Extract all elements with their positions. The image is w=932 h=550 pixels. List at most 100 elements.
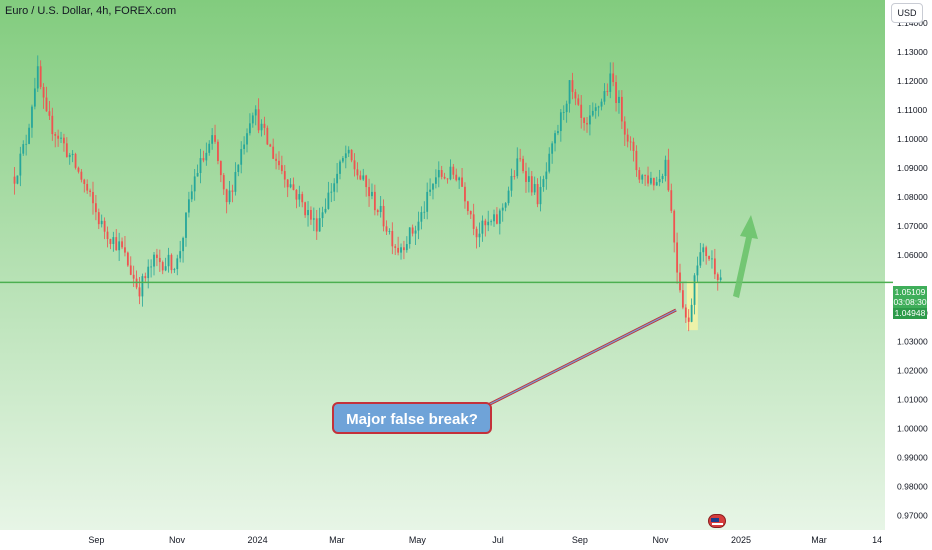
candle-body xyxy=(417,221,420,231)
candle-body xyxy=(394,246,397,248)
candle-body xyxy=(333,183,336,192)
candle-body xyxy=(481,220,484,234)
candle-body xyxy=(557,131,559,134)
candle-body xyxy=(388,231,391,232)
last-price-tag: 1.05109 03:08:30 xyxy=(893,286,927,308)
currency-button[interactable]: USD xyxy=(891,3,923,23)
price-tick-label: 0.99000 xyxy=(897,453,928,463)
candle-body xyxy=(577,98,580,105)
time-axis[interactable]: Sep Nov 2024 Mar May Jul Sep Nov 2025 Mar 14 xyxy=(88,535,882,545)
candle-body xyxy=(275,158,277,161)
candle-body xyxy=(310,209,312,220)
candle-body xyxy=(170,254,173,271)
price-tick-label: 1.01000 xyxy=(897,395,928,405)
candle-body xyxy=(496,214,498,224)
candle-body xyxy=(249,123,251,134)
price-tick-label: 1.02000 xyxy=(897,366,928,376)
price-tick-label: 1.03000 xyxy=(897,337,928,347)
candle-body xyxy=(167,254,170,267)
time-tick-label: 2024 xyxy=(248,535,268,545)
candle-body xyxy=(94,203,97,213)
candle-body xyxy=(498,210,501,224)
candle-body xyxy=(391,231,394,247)
time-tick-label: Mar xyxy=(811,535,827,545)
candle-body xyxy=(225,189,228,203)
candle-body xyxy=(164,266,167,271)
time-tick-label: May xyxy=(409,535,427,545)
candle-body xyxy=(440,170,443,177)
candle-body xyxy=(414,230,417,234)
candle-body xyxy=(68,154,71,158)
candle-body xyxy=(568,80,571,104)
candle-body xyxy=(682,290,684,308)
candle-body xyxy=(650,177,652,184)
candle-body xyxy=(652,177,655,186)
candle-body xyxy=(379,205,382,213)
false-break-callout[interactable]: Major false break? xyxy=(332,402,492,434)
candle-body xyxy=(196,173,199,177)
candle-body xyxy=(469,211,472,215)
price-tick-label: 1.14000 xyxy=(897,18,928,28)
price-tick-label: 0.98000 xyxy=(897,482,928,492)
time-tick-label: Nov xyxy=(169,535,186,545)
candle-body xyxy=(161,262,164,271)
candle-body xyxy=(690,304,693,322)
candle-body xyxy=(475,228,478,238)
candle-body xyxy=(65,143,68,158)
candle-body xyxy=(222,175,225,190)
candle-body xyxy=(530,176,533,193)
candle-body xyxy=(461,177,463,187)
last-price-value: 1.05109 xyxy=(894,287,926,297)
candle-body xyxy=(423,211,426,213)
price-tick-label: 1.08000 xyxy=(897,192,928,202)
candle-body xyxy=(330,191,333,193)
candle-body xyxy=(711,258,713,260)
candle-body xyxy=(22,144,25,154)
candle-body xyxy=(205,152,208,161)
candle-body xyxy=(173,269,176,271)
candle-body xyxy=(89,190,91,192)
price-tick-label: 1.09000 xyxy=(897,163,928,173)
candle-body xyxy=(571,80,574,92)
time-tick-label: Nov xyxy=(652,535,669,545)
candle-body xyxy=(45,97,48,112)
countdown-timer: 03:08:30 xyxy=(893,297,927,307)
candle-body xyxy=(211,135,214,144)
candle-body xyxy=(312,218,315,220)
candle-body xyxy=(641,175,644,180)
price-tick-label: 0.97000 xyxy=(897,511,928,521)
candle-body xyxy=(670,190,673,211)
chart-background xyxy=(0,0,885,530)
candle-body xyxy=(478,233,481,238)
candle-body xyxy=(13,176,16,184)
candle-body xyxy=(501,207,504,211)
bullish-arrow-icon[interactable] xyxy=(733,215,758,298)
candle-body xyxy=(583,117,585,123)
candle-body xyxy=(565,103,568,113)
candle-body xyxy=(228,190,231,203)
candle-body xyxy=(516,158,519,177)
price-tick-label: 1.13000 xyxy=(897,47,928,57)
candle-body xyxy=(318,218,321,232)
price-tick-label: 1.07000 xyxy=(897,221,928,231)
candle-body xyxy=(574,91,577,99)
candle-body xyxy=(371,191,373,197)
candle-body xyxy=(246,133,248,145)
us-flag-icon[interactable] xyxy=(708,514,726,528)
candle-body xyxy=(359,175,362,180)
candle-body xyxy=(382,205,385,227)
candle-body xyxy=(664,159,667,177)
candle-body xyxy=(554,133,556,144)
candle-body xyxy=(187,199,190,213)
time-tick-label: Sep xyxy=(88,535,104,545)
price-tick-label: 1.06000 xyxy=(897,250,928,260)
candle-body xyxy=(403,247,405,251)
candle-body xyxy=(138,287,141,297)
callout-pointer-fill xyxy=(487,309,677,406)
candle-body xyxy=(525,171,527,182)
candle-body xyxy=(586,122,588,125)
candle-body xyxy=(615,82,617,104)
time-axis-background xyxy=(0,530,932,550)
candle-body xyxy=(214,135,216,142)
